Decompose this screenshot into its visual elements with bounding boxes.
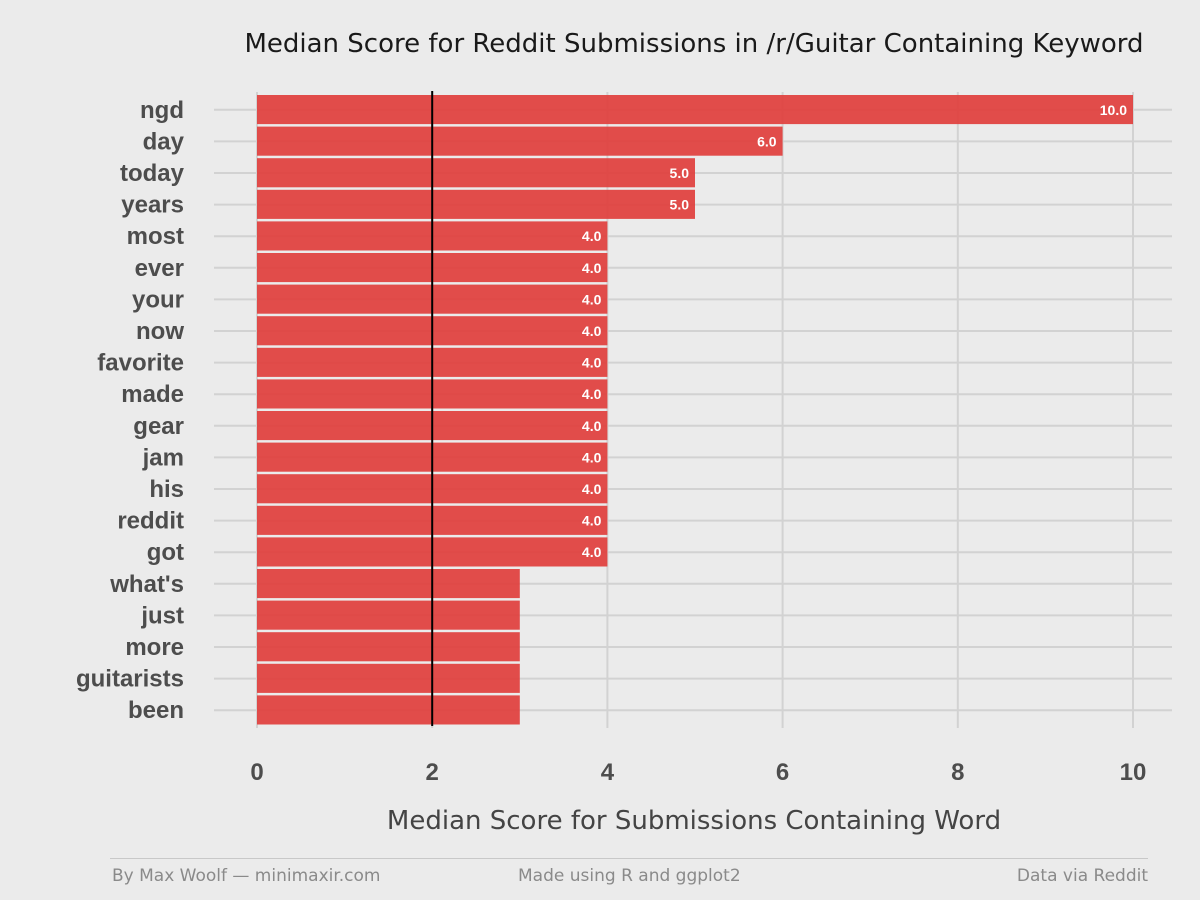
x-tick-label-0: 0 <box>250 759 263 786</box>
data-label-5: 4.0 <box>582 260 602 276</box>
x-tick-label-2: 4 <box>601 759 615 786</box>
data-labels: 10.0 6.0 5.0 5.0 4.0 4.0 4.0 4.0 4.0 4.0 4.0 4.0 4.0… <box>582 102 1127 560</box>
bar-3 <box>257 189 695 219</box>
bar-18 <box>257 663 520 693</box>
bar-19 <box>257 695 520 725</box>
bar-chart: 10.0 6.0 5.0 5.0 4.0 4.0 4.0 4.0 4.0 4.0 4.0 4.0 4.0… <box>76 29 1172 836</box>
x-tick-label-5: 10 <box>1120 759 1147 786</box>
data-label-8: 4.0 <box>582 355 602 371</box>
category-label-10: gear <box>133 413 184 440</box>
category-label-17: more <box>125 634 184 661</box>
x-tick-labels: 0 2 4 6 8 10 <box>250 759 1146 786</box>
category-label-15: what's <box>109 571 184 598</box>
bar-0 <box>257 95 1133 125</box>
category-label-18: guitarists <box>76 666 184 693</box>
data-label-12: 4.0 <box>582 481 602 497</box>
data-label-10: 4.0 <box>582 418 602 434</box>
bars <box>257 95 1133 725</box>
x-tick-label-4: 8 <box>951 759 964 786</box>
category-label-13: reddit <box>117 508 184 535</box>
data-label-6: 4.0 <box>582 291 602 307</box>
bar-16 <box>257 600 520 630</box>
bar-1 <box>257 126 783 156</box>
category-label-14: got <box>147 539 184 566</box>
data-label-11: 4.0 <box>582 449 602 465</box>
data-label-4: 4.0 <box>582 228 602 244</box>
data-label-0: 10.0 <box>1100 102 1127 118</box>
bar-17 <box>257 632 520 662</box>
data-label-3: 5.0 <box>670 197 690 213</box>
category-label-3: years <box>121 192 184 219</box>
data-label-13: 4.0 <box>582 513 602 529</box>
category-label-8: favorite <box>97 350 184 377</box>
category-label-16: just <box>140 602 184 629</box>
chart-title: Median Score for Reddit Submissions in /… <box>244 29 1143 59</box>
category-label-11: jam <box>142 444 184 471</box>
data-label-9: 4.0 <box>582 386 602 402</box>
category-labels: ngd day today years most ever your now favorite m… <box>76 97 185 724</box>
category-label-1: day <box>143 128 185 155</box>
data-label-14: 4.0 <box>582 544 602 560</box>
category-label-12: his <box>149 476 184 503</box>
bar-15 <box>257 569 520 599</box>
data-label-1: 6.0 <box>757 133 777 149</box>
category-label-0: ngd <box>140 97 184 124</box>
x-axis-title: Median Score for Submissions Containing … <box>387 806 1001 836</box>
category-label-19: been <box>128 697 184 724</box>
data-label-2: 5.0 <box>670 165 690 181</box>
x-tick-label-1: 2 <box>426 759 439 786</box>
data-label-7: 4.0 <box>582 323 602 339</box>
category-label-2: today <box>120 160 185 187</box>
footer-source: Data via Reddit <box>1016 866 1148 886</box>
category-label-6: your <box>132 286 184 313</box>
footer-credit: By Max Woolf — minimaxir.com <box>112 866 381 886</box>
footer-tool: Made using R and ggplot2 <box>518 866 741 886</box>
category-label-9: made <box>121 381 184 408</box>
bar-2 <box>257 158 695 188</box>
footer: By Max Woolf — minimaxir.com Made using … <box>110 858 1148 895</box>
category-label-5: ever <box>135 255 184 282</box>
x-tick-label-3: 6 <box>776 759 789 786</box>
category-label-7: now <box>136 318 184 345</box>
category-label-4: most <box>127 223 184 250</box>
